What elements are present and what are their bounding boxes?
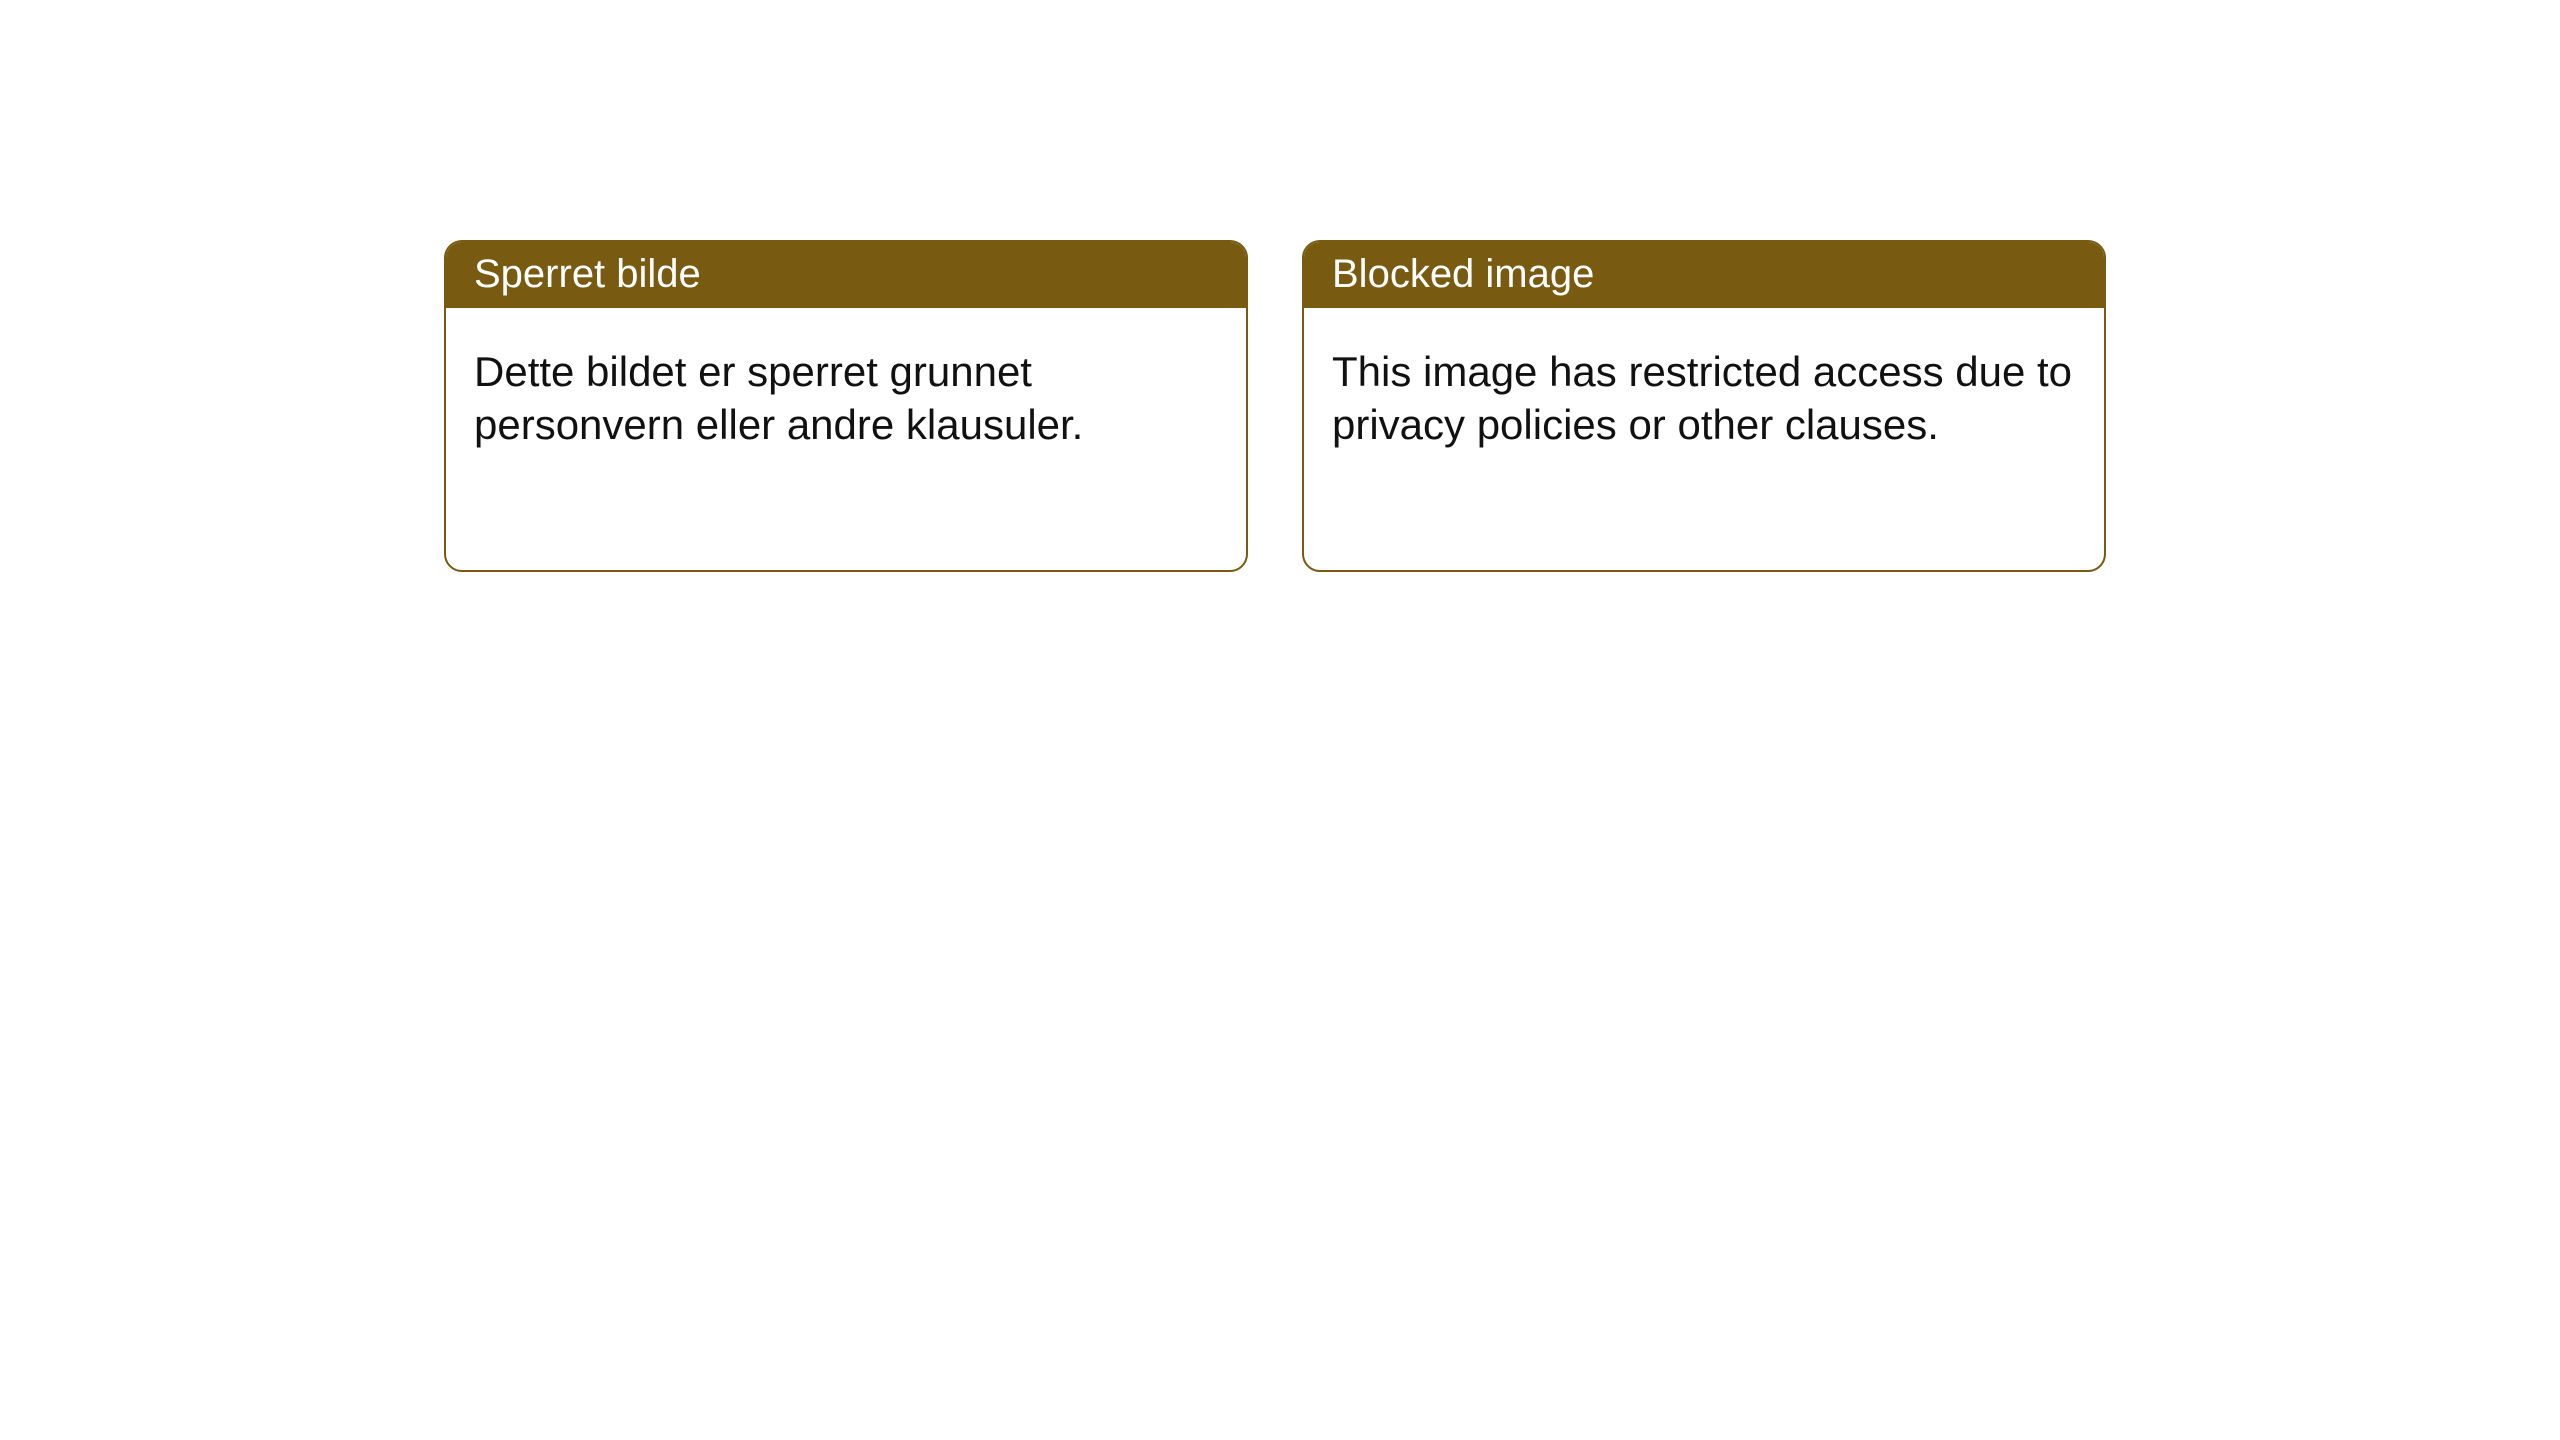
blocked-image-card-no: Sperret bilde Dette bildet er sperret gr… [444,240,1248,572]
notice-container: Sperret bilde Dette bildet er sperret gr… [0,0,2560,572]
card-header: Sperret bilde [446,242,1246,308]
card-header: Blocked image [1304,242,2104,308]
blocked-image-card-en: Blocked image This image has restricted … [1302,240,2106,572]
card-body: This image has restricted access due to … [1304,308,2104,479]
card-body: Dette bildet er sperret grunnet personve… [446,308,1246,479]
